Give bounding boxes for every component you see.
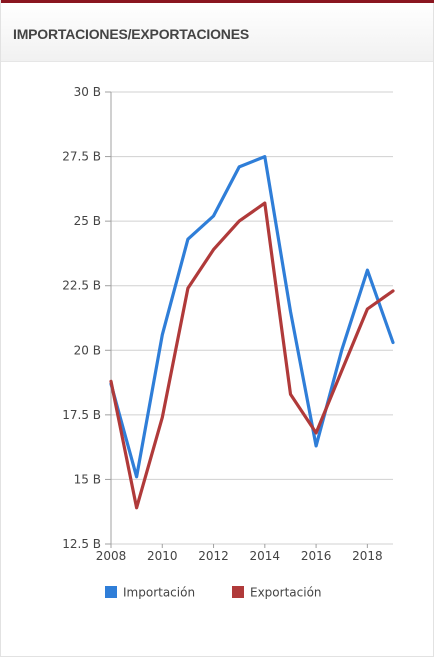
- y-tick-label: 25 B: [74, 214, 101, 228]
- series-line-exportacion: [109, 201, 395, 510]
- legend-label: Importación: [123, 586, 195, 600]
- panel-title: IMPORTACIONES/EXPORTACIONES: [13, 26, 249, 42]
- panel-accent-bar: [1, 0, 434, 3]
- import-export-line-chart: 30 B 27.5 B 25 B 22.5 B 20 B 17.5 B 15 B 12.5 B…: [62, 85, 395, 600]
- legend-label: Exportación: [250, 586, 322, 600]
- y-tick-label: 30 B: [74, 85, 101, 99]
- x-tick-label: 2010: [147, 549, 178, 563]
- y-tick-label: 22.5 B: [62, 279, 101, 293]
- y-tick-label: 15 B: [74, 472, 101, 486]
- legend-swatch: [105, 586, 117, 598]
- legend-swatch: [232, 586, 244, 598]
- legend-item-exportacion[interactable]: Exportación: [232, 586, 322, 600]
- x-tick-label: 2016: [301, 549, 332, 563]
- chart-legend: Importación Exportación: [105, 586, 322, 600]
- x-tick-label: 2014: [250, 549, 281, 563]
- x-tick-label: 2008: [96, 549, 127, 563]
- chart-axes: 30 B 27.5 B 25 B 22.5 B 20 B 17.5 B 15 B 12.5 B…: [62, 85, 382, 563]
- panel-header: IMPORTACIONES/EXPORTACIONES: [1, 3, 433, 62]
- x-tick-label: 2012: [198, 549, 229, 563]
- series-line-importacion: [109, 154, 395, 479]
- legend-item-importacion[interactable]: Importación: [105, 586, 195, 600]
- y-tick-label: 20 B: [74, 343, 101, 357]
- y-tick-label: 17.5 B: [62, 408, 101, 422]
- x-tick-label: 2018: [352, 549, 383, 563]
- chart-series: [109, 154, 395, 510]
- y-tick-label: 27.5 B: [62, 150, 101, 164]
- y-tick-label: 12.5 B: [62, 537, 101, 551]
